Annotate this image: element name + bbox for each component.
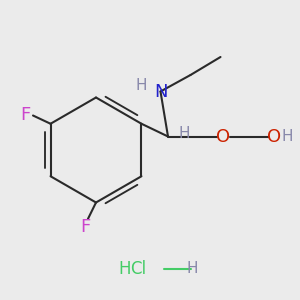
Text: F: F: [80, 218, 91, 236]
Text: O: O: [216, 128, 231, 146]
Text: Cl: Cl: [130, 260, 146, 278]
Text: N: N: [154, 82, 167, 100]
Text: H: H: [118, 260, 131, 278]
Text: H: H: [179, 126, 190, 141]
Text: H: H: [186, 261, 198, 276]
Text: F: F: [20, 106, 31, 124]
Text: H: H: [281, 129, 293, 144]
Text: O: O: [267, 128, 282, 146]
Text: H: H: [135, 78, 147, 93]
